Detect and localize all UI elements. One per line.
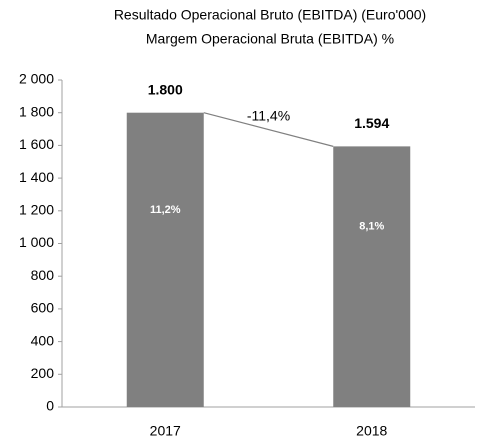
y-tick-label: 0 <box>46 398 54 414</box>
y-tick-label: 1 000 <box>19 234 54 250</box>
y-tick-label: 1 800 <box>19 103 54 119</box>
x-tick-label: 2018 <box>356 423 387 439</box>
y-tick-label: 1 600 <box>19 136 54 152</box>
bar <box>333 146 411 408</box>
value-label: 1.800 <box>148 81 183 97</box>
annotation: -11,4% <box>247 107 290 123</box>
x-tick-label: 2017 <box>150 423 181 439</box>
y-tick-label: 400 <box>31 332 55 348</box>
value-label: 1.594 <box>354 115 389 131</box>
y-tick-label: 1 200 <box>19 202 54 218</box>
bar <box>126 112 204 407</box>
chart-subtitle: Margem Operacional Bruta (EBITDA) % <box>146 31 394 47</box>
y-tick-label: 600 <box>31 300 55 316</box>
y-tick-label: 200 <box>31 365 55 381</box>
chart-title: Resultado Operacional Bruto (EBITDA) (Eu… <box>114 7 426 23</box>
inner-label: 11,2% <box>150 204 181 216</box>
y-tick-label: 2 000 <box>19 71 54 87</box>
y-tick-label: 800 <box>31 267 55 283</box>
y-tick-label: 1 400 <box>19 169 54 185</box>
inner-label: 8,1% <box>359 221 384 233</box>
change-line <box>203 112 334 147</box>
